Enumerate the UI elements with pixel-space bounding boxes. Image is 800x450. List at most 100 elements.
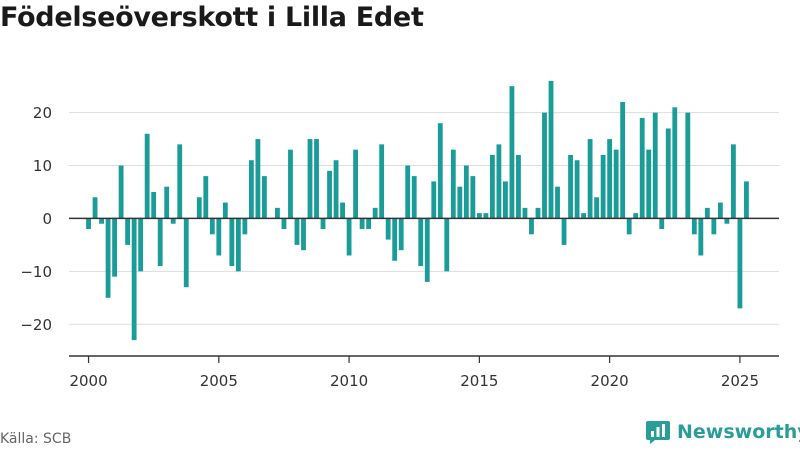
page-title: Födelseöverskott i Lilla Edet [0,2,424,33]
bar [672,107,678,219]
bar [730,144,736,219]
bar [600,154,606,219]
y-tick-label: 10 [33,157,52,175]
bar [522,207,528,219]
bar [372,207,378,219]
bar [535,207,541,219]
bar [542,112,547,219]
bar [529,218,534,235]
bar [151,191,157,219]
bar [294,218,300,245]
bar [659,218,665,230]
bar [275,207,280,219]
bar [607,139,613,219]
source-label: Källa: SCB [0,431,72,447]
bars [86,80,749,341]
x-tick-label: 2020 [591,372,629,390]
bar [431,181,437,219]
bar [203,176,209,219]
brand-name: Newsworthy [677,421,800,443]
bar [333,160,339,219]
tick-labels: −20 −10 0 10 20 2000 2005 2010 2015 2020 2025 [20,104,759,390]
bar [457,186,463,219]
bar [209,218,215,235]
bar [320,218,326,230]
bar [222,202,228,219]
bar [170,218,176,224]
bar [470,176,476,219]
bar [196,197,202,219]
bar [691,218,697,235]
bar [353,149,359,219]
bar [665,128,671,219]
bar [450,149,456,219]
bar [704,207,710,219]
bar [307,139,313,219]
bar [144,133,150,219]
bar [92,197,98,219]
bar [424,218,430,282]
bar [346,218,352,256]
y-tick-label: −20 [20,316,52,334]
x-tick-label: 2010 [330,372,368,390]
y-tick-label: −10 [20,263,52,281]
bar [633,213,639,219]
bar [112,218,118,277]
bar [652,112,658,219]
bar [262,176,267,219]
bar [437,123,443,219]
bar [157,218,163,267]
bar [281,218,287,230]
x-tick-label: 2005 [200,372,238,390]
x-tick-label: 2015 [460,372,498,390]
bar [125,218,131,245]
bar [489,154,495,219]
y-tick-label: 0 [42,210,52,228]
bar [711,218,717,235]
brand-logo: Newsworthy [645,419,800,445]
bar [574,160,580,219]
x-tick-label: 2025 [721,372,759,390]
bar [327,170,332,219]
bar [626,218,632,235]
bar [255,139,261,219]
bar [405,165,411,219]
bar [685,112,691,219]
bar [99,218,104,224]
bar [509,86,515,219]
bar [639,117,645,219]
bar [724,218,730,224]
bar [561,218,567,245]
bar [646,149,652,219]
bar [385,218,391,240]
bar [216,218,222,256]
bar [314,139,319,219]
y-tick-label: 20 [33,104,52,122]
axes [69,217,779,363]
bar [359,218,365,230]
bar [301,218,306,251]
bar [555,186,560,219]
bar [366,218,372,230]
bar [105,218,111,298]
newsworthy-logo-icon [646,421,670,444]
bar [183,218,189,288]
bar [411,176,417,219]
bar [164,186,170,219]
bar [248,160,254,219]
bar [587,139,593,219]
bar [463,165,469,219]
bar [340,202,345,219]
bar [242,218,248,235]
bar [483,213,489,219]
bar [131,218,137,341]
bar [568,154,573,219]
bar [620,102,626,219]
bar [613,149,619,219]
bar [476,213,482,219]
birth-surplus-chart: −20 −10 0 10 20 2000 2005 2010 2015 2020 2025 [20,80,779,390]
bar [737,218,743,309]
bar [744,181,749,219]
bar [698,218,704,256]
x-tick-label: 2000 [69,372,107,390]
